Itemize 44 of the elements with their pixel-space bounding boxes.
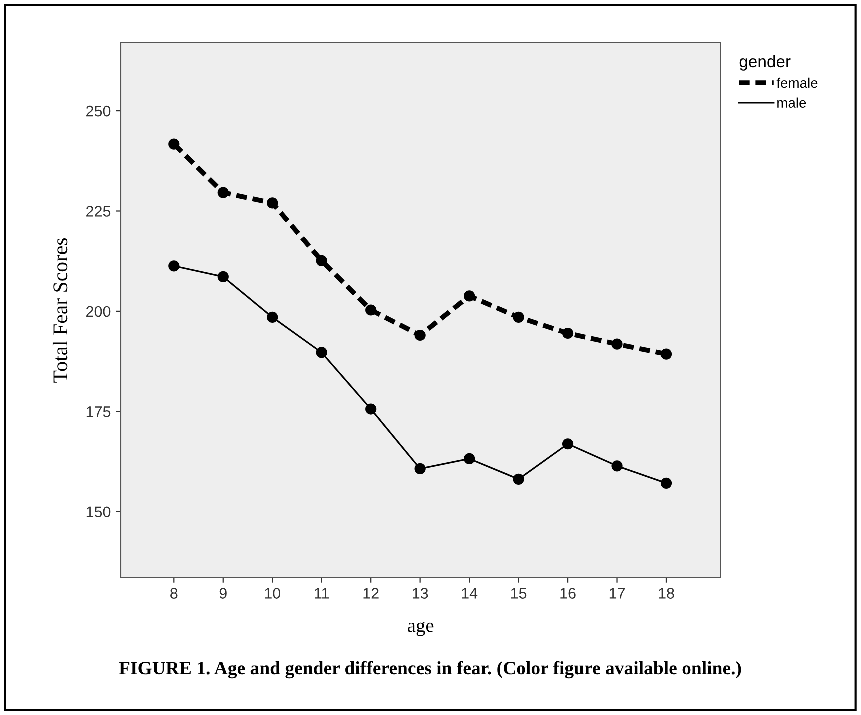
point [464,290,476,302]
point [267,312,278,324]
point [414,463,426,475]
y-tick-label: 200 [86,306,111,318]
x-tick-label: 11 [315,588,330,599]
y-tick-label: 250 [86,106,111,117]
point [612,460,623,472]
caption: FIGURE 1. Age and gender differences in fear. (Color figure available online.) [119,661,742,679]
point [168,260,180,272]
y-tick-label: 225 [86,206,111,217]
y-tick-label: 175 [86,406,111,418]
point [366,404,377,415]
point [316,255,328,267]
point [612,338,623,350]
x-tick-label: 18 [659,588,674,599]
y-axis-title: Total Fear Scores [52,238,68,383]
x-tick-label: 14 [462,588,478,599]
legend-label: male [778,98,806,108]
point [414,330,426,342]
point [366,304,377,316]
x-tick-label: 13 [412,588,428,599]
point [316,347,328,358]
point [218,187,229,198]
x-tick-label: 9 [220,588,227,599]
x-tick-label: 8 [170,588,178,599]
y-tick-label: 150 [86,506,111,518]
point [660,348,672,360]
x-tick-label: 12 [364,588,379,599]
x-tick-label: 16 [560,588,576,599]
point [562,328,574,340]
x-axis-title: age [408,622,434,636]
point [513,474,524,485]
point [513,312,524,324]
legend-title: gender [740,55,791,71]
legend-label: female [776,78,818,88]
x-tick-label: 15 [511,588,527,599]
point [168,138,180,150]
x-tick-label: 17 [610,588,625,599]
point [464,453,476,465]
point [660,478,672,489]
point [267,198,278,209]
point [562,438,574,450]
point [218,271,229,283]
x-tick-label: 10 [265,588,281,599]
